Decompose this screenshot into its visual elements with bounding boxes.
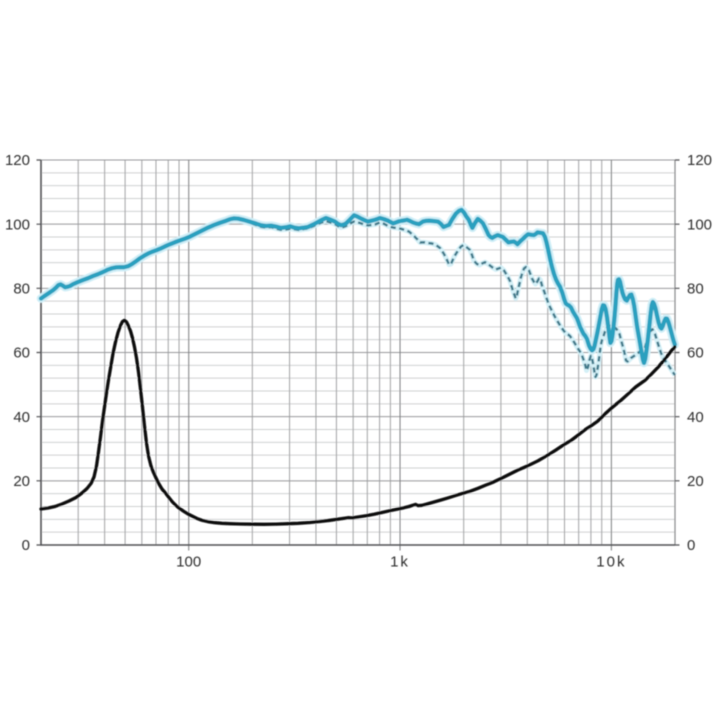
svg-text:40: 40	[13, 409, 30, 426]
svg-text:10k: 10k	[596, 554, 626, 571]
svg-text:40: 40	[687, 409, 704, 426]
svg-text:60: 60	[687, 345, 704, 362]
svg-text:120: 120	[687, 152, 712, 169]
svg-text:20: 20	[687, 473, 704, 490]
svg-text:120: 120	[5, 152, 30, 169]
svg-text:0: 0	[22, 537, 30, 554]
svg-text:100: 100	[176, 554, 201, 571]
svg-text:100: 100	[687, 216, 712, 233]
svg-text:60: 60	[13, 345, 30, 362]
svg-text:80: 80	[687, 281, 704, 298]
svg-text:80: 80	[13, 281, 30, 298]
svg-text:1k: 1k	[390, 554, 410, 571]
svg-text:20: 20	[13, 473, 30, 490]
svg-text:0: 0	[687, 537, 695, 554]
svg-text:100: 100	[5, 216, 30, 233]
